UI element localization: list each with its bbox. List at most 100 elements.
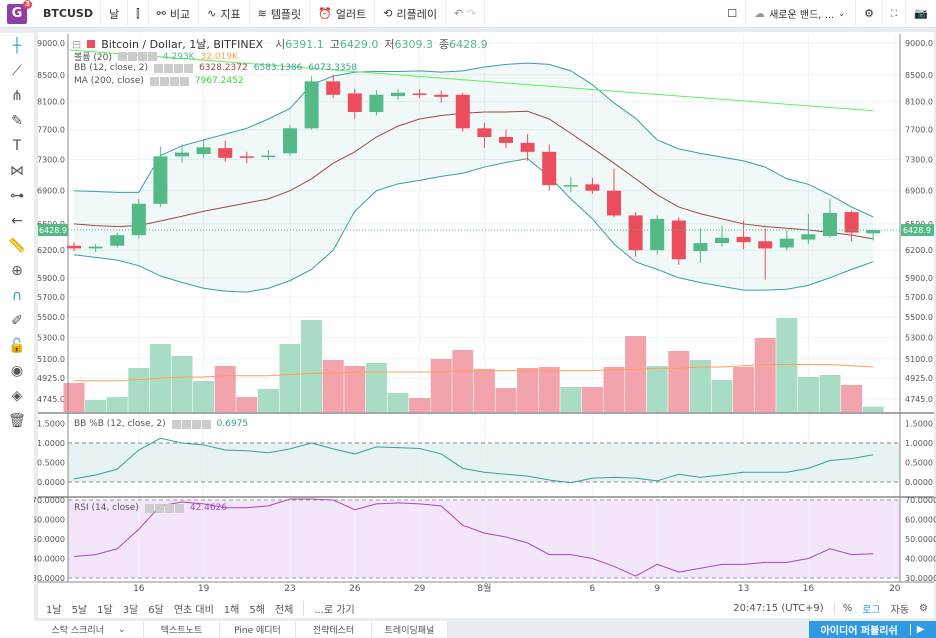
indicator-buttons[interactable] [154,63,194,73]
scale-settings-gear-icon[interactable]: ⚙ [919,602,928,614]
bb-legend[interactable]: BB (12, close, 2) 6328.2372 6583.1386 6073.… [74,63,357,73]
templates-button[interactable]: ≋ 템플릿 [250,0,311,28]
settings-gear-icon[interactable]: ⚙ [856,0,883,28]
candle-body [326,81,341,95]
tab-stock-screener[interactable]: 스탁 스크리너 ⌄ [34,621,144,638]
indicators-button[interactable]: ∿ 지표 [199,0,250,28]
bb-upper-value: 6583.1386 [253,63,303,73]
tab-strategy-tester[interactable]: 전략테스터 [296,621,372,638]
indicator-buttons[interactable] [149,76,189,86]
crosshair-icon[interactable]: ┼ [12,37,22,54]
maximize-icon[interactable]: ⛶ [883,0,907,28]
layers-icon[interactable]: ◈ [11,387,23,404]
volume-bar [128,368,150,412]
auto-toggle[interactable]: 자동 [890,604,910,616]
right-price-label: 5100.0 [905,355,933,364]
range-3m[interactable]: 3달 [122,604,139,616]
notification-badge: 3 [23,0,32,9]
volume-bar [365,363,387,412]
compare-button[interactable]: ⚯ 비교 [149,0,200,28]
layout-label: 새로운 밴드, ... [769,10,835,21]
goto-date-button[interactable]: ...로 가기 [303,600,355,616]
trend-line-icon[interactable]: ⟋ [12,62,22,79]
percent-toggle[interactable]: % [833,602,852,614]
range-6m[interactable]: 6달 [148,604,164,616]
chevron-down-icon: ⌄ [118,624,126,635]
volume-bar [646,366,668,412]
fullscreen-toggle[interactable]: ☐ [719,0,747,28]
text-icon[interactable]: T [12,137,22,154]
volume-bar [668,351,690,412]
indicator-buttons[interactable] [117,52,157,61]
clock-time[interactable]: 20:47:15 (UTC+9) [733,602,824,614]
rsi-line [73,498,874,577]
time-axis-label: 16 [803,584,815,594]
ma-legend[interactable]: MA (200, close) 7967.2452 [74,76,244,86]
candle-body [175,152,189,157]
range-all[interactable]: 전체 [274,604,294,616]
volume-bar [560,387,582,412]
eye-icon[interactable]: ◉ [10,362,24,379]
brush-icon[interactable]: ✎ [11,112,23,129]
lock-drawing-icon[interactable]: ✐ [11,312,23,329]
prediction-icon[interactable]: ⊶ [10,187,24,204]
layout-button[interactable]: ☁ 새로운 밴드, ... ⌄ [746,0,857,28]
time-axis-label: 29 [414,584,426,594]
candle-body [477,128,492,138]
series-title[interactable]: Bitcoin / Dollar, 1날, BITFINEX [101,38,264,51]
chart-canvas[interactable]: 16 19 23 26 29 8월 6 9 13 16 20 9000.0 9000.0 8500.0 85… [0,0,936,600]
interval-button[interactable]: 날 [101,0,129,28]
bb-lower-line [73,158,874,293]
trash-icon[interactable]: 🗑 [8,412,26,429]
range-1m[interactable]: 1달 [97,604,113,616]
close-label: 종 [439,38,450,51]
lock-icon[interactable]: 🔓 [8,337,26,354]
indicator-buttons[interactable] [144,503,184,513]
candle-body [801,234,816,240]
rsi-legend[interactable]: RSI (14, close) 42.4626 [74,503,227,513]
range-1y[interactable]: 1해 [223,604,240,616]
candle-type-icon[interactable]: ⫿ [128,0,149,28]
candle-body [693,243,708,252]
volume-bar [430,359,452,412]
indicator-buttons[interactable] [171,419,211,429]
rsi-axis-label-right: 50.0000 [905,535,936,544]
collapse-icon[interactable]: ⊟ [72,37,82,51]
undo-button[interactable]: ↶ ↷ [446,0,486,28]
ruler-icon[interactable]: 📏 [8,237,26,254]
zoom-in-icon[interactable]: ⊕ [11,262,23,279]
range-5d[interactable]: 5날 [71,604,88,616]
replay-button[interactable]: ⟲ 리플레이 [375,0,446,28]
volume-bar [733,367,755,412]
magnet-icon[interactable]: ∩ [11,287,23,304]
candle-body [218,148,233,158]
tab-trading-panel[interactable]: 트레이딩패널 [372,621,448,638]
back-arrow-icon[interactable]: ← [11,212,23,229]
publish-idea-button[interactable]: 아이디어 퍼블리쉬 ▶ [809,621,936,638]
volume-legend[interactable]: 볼륨 (20) 4.293K 32.019K [74,50,238,64]
left-price-label: 7700.0 [37,126,65,135]
range-ytd[interactable]: 연초 대비 [173,604,214,616]
candle-body [239,156,254,158]
range-5y[interactable]: 5해 [249,604,265,616]
replay-label: 리플레이 [396,7,437,21]
redo-icon[interactable]: ↷ [467,7,477,20]
camera-icon[interactable]: 📷 [914,7,928,20]
tab-pine-editor[interactable]: Pine 에디터 [220,621,296,638]
time-axis-label: 8월 [477,582,491,594]
pctb-legend[interactable]: BB %B (12, close, 2) 0.6975 [74,419,248,429]
bb-name: BB (12, close, 2) [74,63,149,73]
tab-text-notes[interactable]: 텍스트노트 [144,621,220,638]
log-toggle[interactable]: 로그 [862,604,881,616]
symbol-search[interactable]: BTCUSD [35,0,101,28]
pctb-value: 0.6975 [216,419,249,429]
time-axis-label: 23 [284,584,295,594]
pitchfork-icon[interactable]: ⋔ [11,87,23,104]
range-1d[interactable]: 1날 [46,604,62,616]
right-price-label: 5500.0 [905,313,933,322]
left-price-label: 9000.0 [37,39,65,48]
pattern-icon[interactable]: ⋈ [10,162,24,179]
time-axis-label: 26 [349,584,361,594]
alert-button[interactable]: ⏰ 얼러트 [310,0,376,28]
